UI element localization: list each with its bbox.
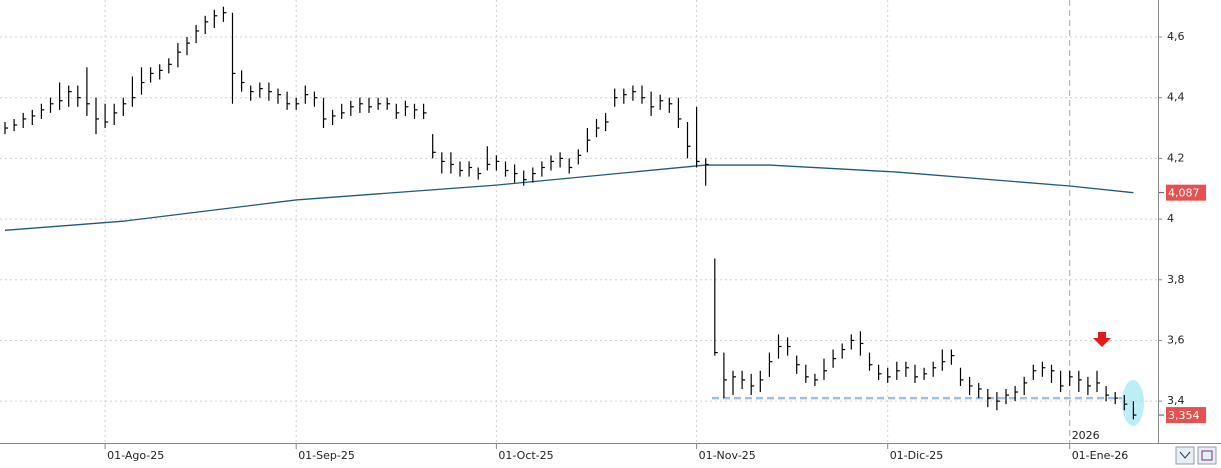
y-tick-label: 4,4 [1167, 91, 1185, 104]
y-tick-label: 3,8 [1167, 273, 1185, 286]
year-label: 2026 [1072, 429, 1100, 442]
icon [1179, 451, 1191, 459]
price-badge [1166, 407, 1206, 424]
y-tick-label: 4,2 [1167, 151, 1185, 164]
y-tick-label: 3,4 [1167, 394, 1185, 407]
price-badge [1166, 184, 1206, 201]
x-tick-label: 01-Ago-25 [107, 449, 164, 462]
icon [1201, 450, 1213, 461]
save-button[interactable] [1197, 446, 1217, 465]
price-label: 4,087 [1168, 187, 1200, 200]
grid [0, 0, 1158, 443]
y-tick-label: 3,6 [1167, 333, 1185, 346]
x-tick-label: 01-Nov-25 [699, 449, 756, 462]
y-tick-label: 4 [1167, 212, 1174, 225]
y-tick-label: 4,6 [1167, 30, 1185, 43]
price-label: 3,354 [1168, 409, 1200, 422]
x-tick-label: 01-Oct-25 [498, 449, 553, 462]
toolbar [1175, 446, 1217, 465]
scroll-button[interactable] [1175, 446, 1195, 465]
signal-arrow [1093, 332, 1111, 347]
x-tick-label: 01-Ene-26 [1072, 449, 1129, 462]
x-tick-label: 01-Dic-25 [890, 449, 944, 462]
x-tick-label: 01-Sep-25 [298, 449, 355, 462]
